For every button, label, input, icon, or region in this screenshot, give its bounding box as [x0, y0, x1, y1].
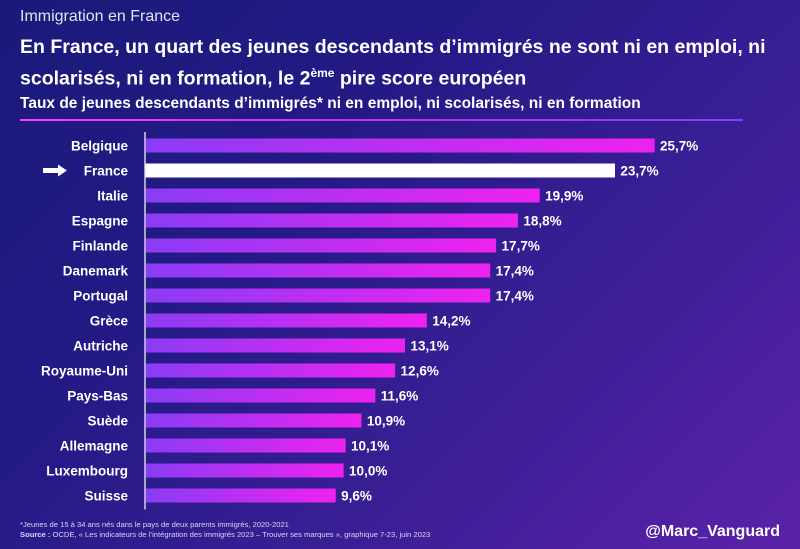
- value-label: 25,7%: [660, 139, 698, 154]
- value-label: 9,6%: [341, 489, 372, 504]
- bar: [145, 138, 655, 153]
- category-label: Belgique: [71, 139, 128, 154]
- bar: [145, 238, 497, 253]
- bar-chart: Belgique 25,7% France 23,7% Italie 19,9% Espag…: [41, 132, 698, 510]
- bar: [145, 338, 406, 353]
- value-label: 12,6%: [401, 364, 439, 379]
- headline-text-end: pire score européen: [334, 67, 527, 90]
- bar: [145, 188, 540, 203]
- value-label: 14,2%: [432, 314, 470, 329]
- value-label: 10,0%: [349, 464, 387, 479]
- arrow-right-icon: [43, 164, 67, 177]
- headline-text: En France, un quart des jeunes descendan…: [20, 36, 766, 90]
- category-label: Danemark: [63, 264, 129, 279]
- subtitle-underline: [20, 119, 743, 121]
- category-label: Espagne: [72, 214, 129, 229]
- value-label: 19,9%: [545, 189, 583, 204]
- category-label: Grèce: [90, 314, 129, 329]
- source-line: Source : OCDE, « Les indicateurs de l’in…: [20, 530, 430, 540]
- headline-superscript: ème: [310, 66, 335, 80]
- bar: [145, 463, 344, 478]
- headline: En France, un quart des jeunes descendan…: [20, 34, 790, 92]
- category-label: Autriche: [73, 339, 128, 354]
- footnote: *Jeunes de 15 à 34 ans nés dans le pays …: [20, 520, 430, 540]
- category-label: Pays-Bas: [67, 389, 128, 404]
- category-label: France: [84, 164, 129, 179]
- bar: [145, 413, 362, 428]
- bar: [145, 438, 346, 453]
- value-label: 17,4%: [496, 289, 534, 304]
- source-text: OCDE, « Les indicateurs de l’intégration…: [50, 530, 431, 539]
- category-label: Suède: [87, 414, 128, 429]
- category-label: Italie: [97, 189, 128, 204]
- value-label: 10,9%: [367, 414, 405, 429]
- value-label: 11,6%: [381, 389, 419, 404]
- category-label: Allemagne: [60, 439, 129, 454]
- bar: [145, 213, 518, 228]
- value-label: 23,7%: [620, 164, 658, 179]
- value-label: 17,4%: [496, 264, 534, 279]
- bar: [145, 363, 396, 378]
- value-label: 18,8%: [523, 214, 561, 229]
- source-label: Source :: [20, 530, 51, 539]
- bar-highlighted: [145, 163, 615, 178]
- chart-subtitle: Taux de jeunes descendants d’immigrés* n…: [20, 95, 641, 112]
- category-label: Luxembourg: [46, 464, 128, 479]
- category-label: Suisse: [84, 489, 128, 504]
- bar: [145, 488, 336, 503]
- category-label: Finlande: [72, 239, 128, 254]
- bar: [145, 263, 491, 278]
- bar: [145, 288, 491, 303]
- bar: [145, 388, 376, 403]
- value-label: 17,7%: [502, 239, 540, 254]
- category-label: Portugal: [73, 289, 128, 304]
- bar: [145, 313, 427, 328]
- footnote-text: *Jeunes de 15 à 34 ans nés dans le pays …: [20, 520, 289, 529]
- value-label: 10,1%: [351, 439, 389, 454]
- author-handle: @Marc_Vanguard: [645, 523, 780, 540]
- value-label: 13,1%: [410, 339, 448, 354]
- category-label: Royaume-Uni: [41, 364, 128, 379]
- section-label: Immigration en France: [20, 8, 181, 25]
